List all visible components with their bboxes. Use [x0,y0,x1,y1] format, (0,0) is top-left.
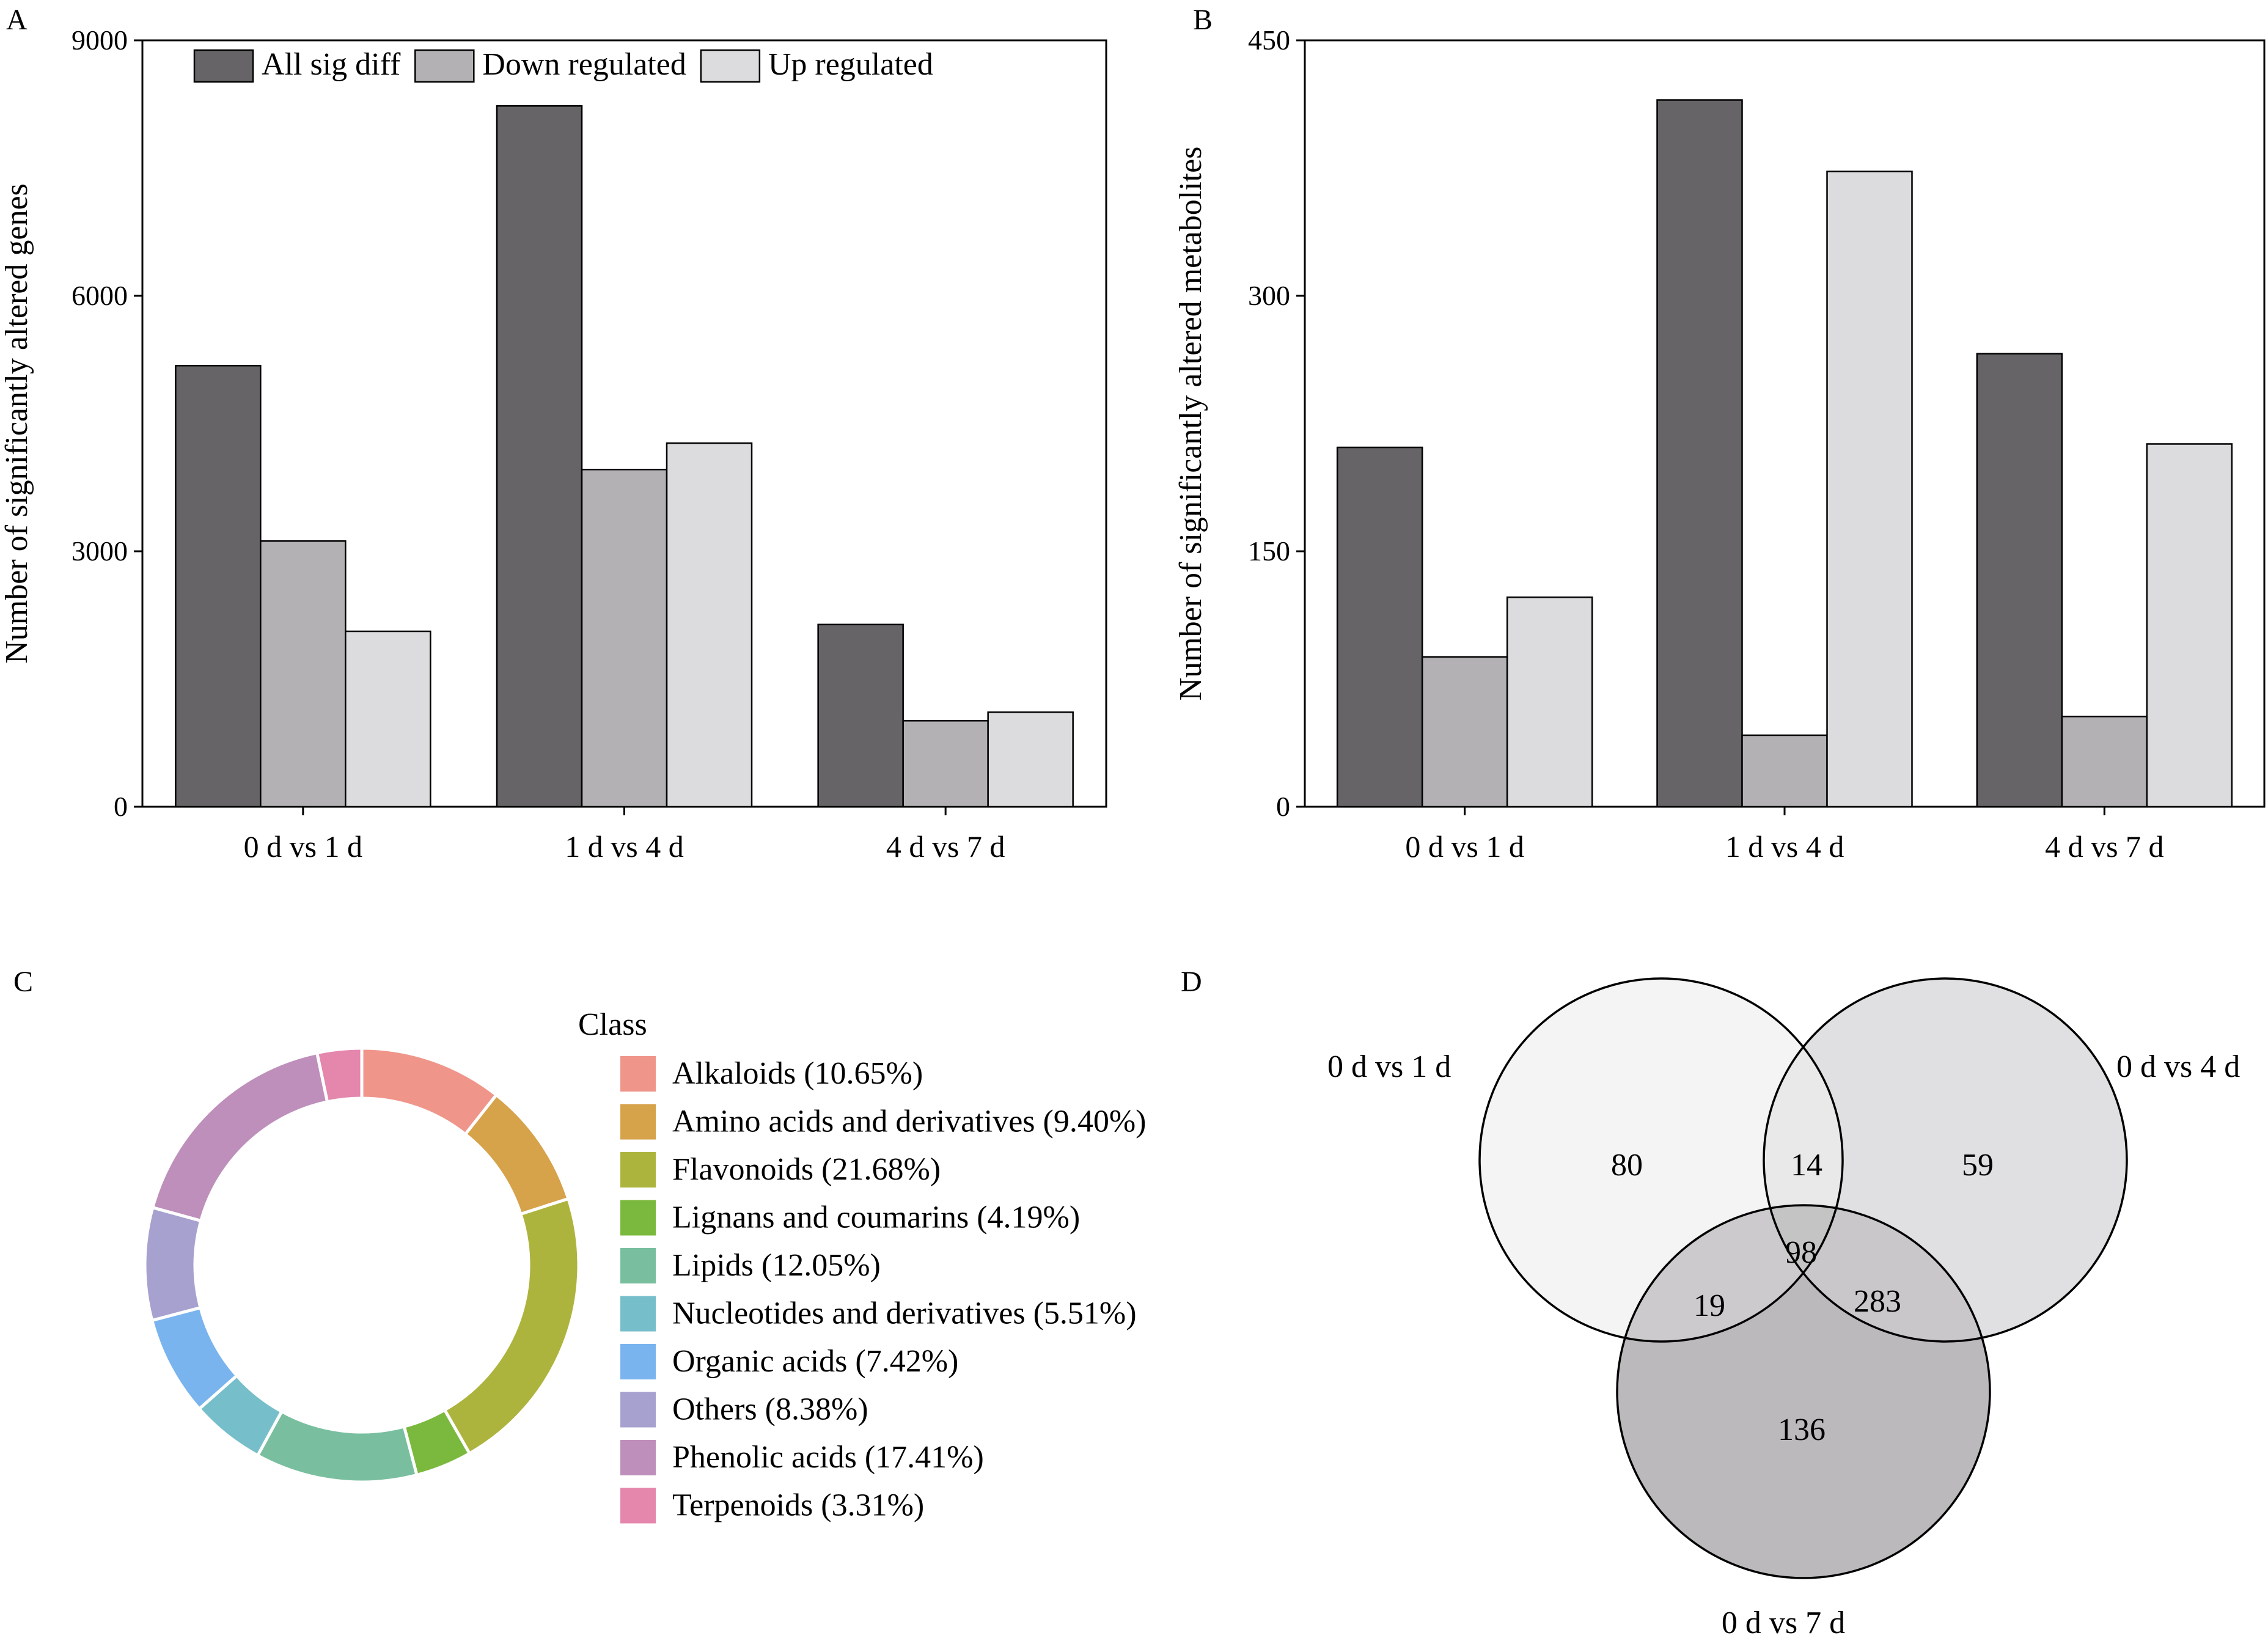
y-tick-label: 0 [114,791,128,822]
panel-label-a: A [6,4,28,36]
venn-set-label: 0 d vs 4 d [2116,1049,2240,1084]
venn-set-outline [1763,977,2128,1343]
legend-swatch [620,1296,656,1332]
bar [1421,656,1508,808]
bar [1506,596,1593,808]
legend-swatch [620,1248,656,1283]
bar [987,711,1074,808]
legend-swatch [620,1344,656,1379]
venn-count: 14 [1791,1148,1822,1183]
donut-slice [442,1197,581,1456]
x-tick-label: 1 d vs 4 d [1725,829,1844,864]
venn-set-label: 0 d vs 7 d [1722,1606,1845,1640]
bar [902,720,989,808]
legend-label: Terpenoids (3.31%) [672,1488,924,1523]
legend-swatch [620,1104,656,1140]
venn-region-23-clip [1764,1205,1990,1342]
venn-count: 19 [1694,1288,1725,1323]
donut-slice [255,1409,419,1484]
y-tick-label: 9000 [72,24,128,56]
venn-region-13 [1617,1205,1843,1342]
chart-a-genes: 0 3000 6000 9000 Number of significantly alt… [0,24,1107,864]
bar [2146,443,2233,808]
x-tick-label: 0 d vs 1 d [244,829,362,864]
panel-label-c: C [13,966,33,998]
y-axis-label: Number of significantly altered metaboli… [1173,147,1208,701]
legend-label: Up regulated [768,47,933,82]
bar [1976,353,2063,808]
y-tick-label: 3000 [72,535,128,567]
legend-label: Amino acids and derivatives (9.40%) [672,1104,1146,1139]
bar [1336,446,1423,808]
legend-label: Alkaloids (10.65%) [672,1056,923,1091]
x-tick-label: 0 d vs 1 d [1405,829,1524,864]
venn-count: 283 [1854,1284,1901,1319]
legend-swatch [620,1056,656,1092]
bar [1656,99,1743,808]
legend-swatch [414,49,475,83]
y-tick-label: 450 [1248,24,1290,56]
bar [1826,171,1913,808]
y-tick-label: 6000 [72,280,128,311]
donut-slice [143,1205,203,1323]
chart-c-donut: Class Alkaloids (10.65%) Amino acids and d… [143,1007,1146,1524]
legend-swatch [700,49,761,83]
legend-label: Phenolic acids (17.41%) [672,1440,984,1475]
venn-set-outline [1616,1204,1991,1579]
legend-label: Lignans and coumarins (4.19%) [672,1200,1080,1235]
y-tick-label: 150 [1248,535,1290,567]
legend-label: Down regulated [482,47,686,82]
bar [817,623,904,808]
venn-count: 98 [1785,1235,1817,1270]
legend-title: Class [578,1007,647,1042]
bar [260,540,347,808]
chart-b-metabolites: 0 150 300 450 Number of significantly altere… [1173,24,2266,864]
legend-swatch [620,1488,656,1524]
x-tick-label: 4 d vs 7 d [2045,829,2163,864]
panel-label-d: D [1181,966,1202,998]
legend-swatch [620,1200,656,1236]
x-tick-label: 4 d vs 7 d [886,829,1005,864]
bar [666,442,753,808]
bar [345,630,431,808]
bar [496,105,583,808]
venn-count: 136 [1778,1412,1826,1447]
legend-swatch [620,1440,656,1475]
legend-label: Organic acids (7.42%) [672,1344,958,1379]
panel-label-b: B [1193,4,1213,36]
y-axis-label: Number of significantly altered genes [0,183,34,664]
y-tick-label: 0 [1276,791,1290,822]
bar [2061,716,2148,808]
chart-d-venn: 0 d vs 1 d 0 d vs 4 d 0 d vs 7 d 80 14 59 98 19… [1327,977,2240,1640]
venn-region-13-clip [1617,1205,1843,1342]
legend-swatch [620,1392,656,1428]
venn-set-outline [1478,977,1844,1343]
bar [581,468,668,808]
venn-count: 59 [1962,1148,1994,1183]
venn-set-label: 0 d vs 1 d [1327,1049,1451,1084]
legend-label: Flavonoids (21.68%) [672,1152,941,1187]
venn-count: 80 [1611,1148,1643,1183]
y-tick-label: 300 [1248,280,1290,311]
donut-slice [463,1093,571,1216]
legend-label: Others (8.38%) [672,1392,868,1427]
legend-label: Nucleotides and derivatives (5.51%) [672,1296,1137,1331]
legend-label: Lipids (12.05%) [672,1248,881,1283]
donut-slice [150,1051,329,1223]
legend-swatch [620,1152,656,1188]
legend-swatch [193,49,254,83]
legend-label: All sig diff [262,47,401,82]
venn-region-23 [1764,1205,1990,1342]
bar [1741,734,1828,808]
donut-slice [315,1046,364,1104]
x-tick-label: 1 d vs 4 d [565,829,683,864]
bar [175,365,262,808]
